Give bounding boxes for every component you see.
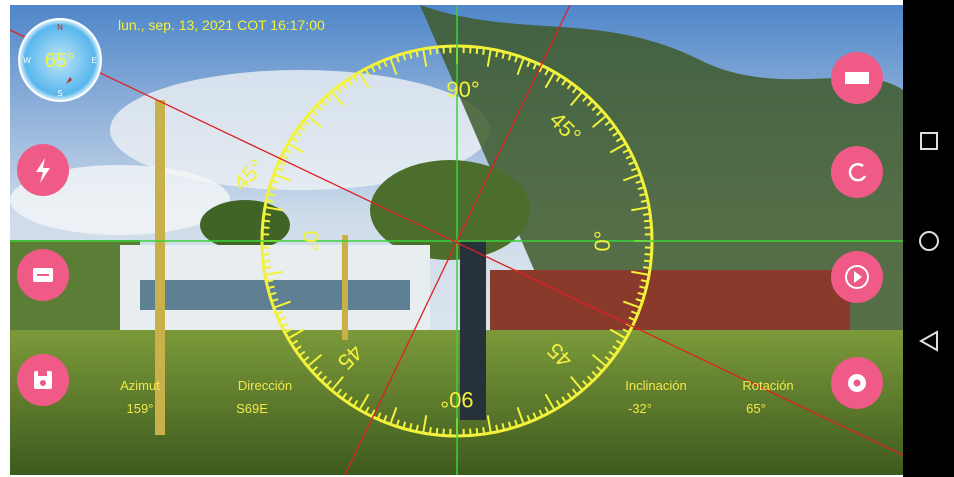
page: 45° 90° 45° 0° 0° 45 45 90° lun., sep. 1… xyxy=(0,0,954,477)
reading-label: Dirección xyxy=(238,378,292,393)
windows xyxy=(140,280,410,310)
dial-tick xyxy=(264,214,271,215)
ruler-button[interactable] xyxy=(831,52,883,104)
dial-tick xyxy=(266,280,273,281)
pole xyxy=(342,235,348,340)
dial-tick xyxy=(437,47,438,54)
dial-tick xyxy=(643,214,650,215)
dial-tick xyxy=(264,267,271,268)
switch-button[interactable] xyxy=(17,249,69,301)
dial-tick xyxy=(477,428,478,435)
dial-tick xyxy=(641,200,648,201)
dial-tick xyxy=(416,425,417,432)
flash-button[interactable] xyxy=(17,144,69,196)
compass-east: E xyxy=(91,56,96,65)
compass-south: S xyxy=(57,89,62,98)
reading-value: S69E xyxy=(236,401,268,416)
rotate-button[interactable] xyxy=(831,146,883,198)
shutter-button[interactable] xyxy=(831,357,883,409)
tree xyxy=(200,200,290,250)
reading-label: Inclinación xyxy=(625,378,686,393)
dial-tick xyxy=(430,48,431,55)
screen: 45° 90° 45° 0° 0° 45 45 90° lun., sep. 1… xyxy=(0,0,954,477)
compass-north: N xyxy=(57,23,63,32)
dial-tick xyxy=(483,48,484,55)
dial-label: 90° xyxy=(440,387,473,412)
dial-tick xyxy=(644,221,651,222)
reading-value: -32° xyxy=(628,401,652,416)
dial-tick xyxy=(416,50,417,57)
dial-tick xyxy=(496,50,497,57)
reading-value: 65° xyxy=(746,401,766,416)
dial-tick xyxy=(477,47,478,54)
reading-label: Rotación xyxy=(742,378,793,393)
compass[interactable]: N E S W 65° xyxy=(19,19,101,101)
dial-label: 0° xyxy=(298,230,323,251)
save-button[interactable] xyxy=(17,354,69,406)
reading-label: Azimut xyxy=(120,378,160,393)
dial-tick xyxy=(641,280,648,281)
dial-tick xyxy=(430,427,431,434)
dial-tick xyxy=(266,200,273,201)
datetime: lun., sep. 13, 2021 COT 16:17:00 xyxy=(118,17,325,33)
dial-tick xyxy=(263,261,270,262)
dial-tick xyxy=(437,428,438,435)
dial-tick xyxy=(483,427,484,434)
dial-tick xyxy=(643,267,650,268)
dial-tick xyxy=(496,425,497,432)
dial-label: 90° xyxy=(446,77,479,102)
play-button[interactable] xyxy=(831,251,883,303)
wall xyxy=(490,270,850,335)
dial-label: 0° xyxy=(590,230,615,251)
compass-heading: 65° xyxy=(45,50,75,72)
nav-bar xyxy=(903,0,954,477)
reading-value: 159° xyxy=(127,401,154,416)
dial-tick xyxy=(644,261,651,262)
dial-tick xyxy=(263,221,270,222)
compass-west: W xyxy=(23,56,31,65)
